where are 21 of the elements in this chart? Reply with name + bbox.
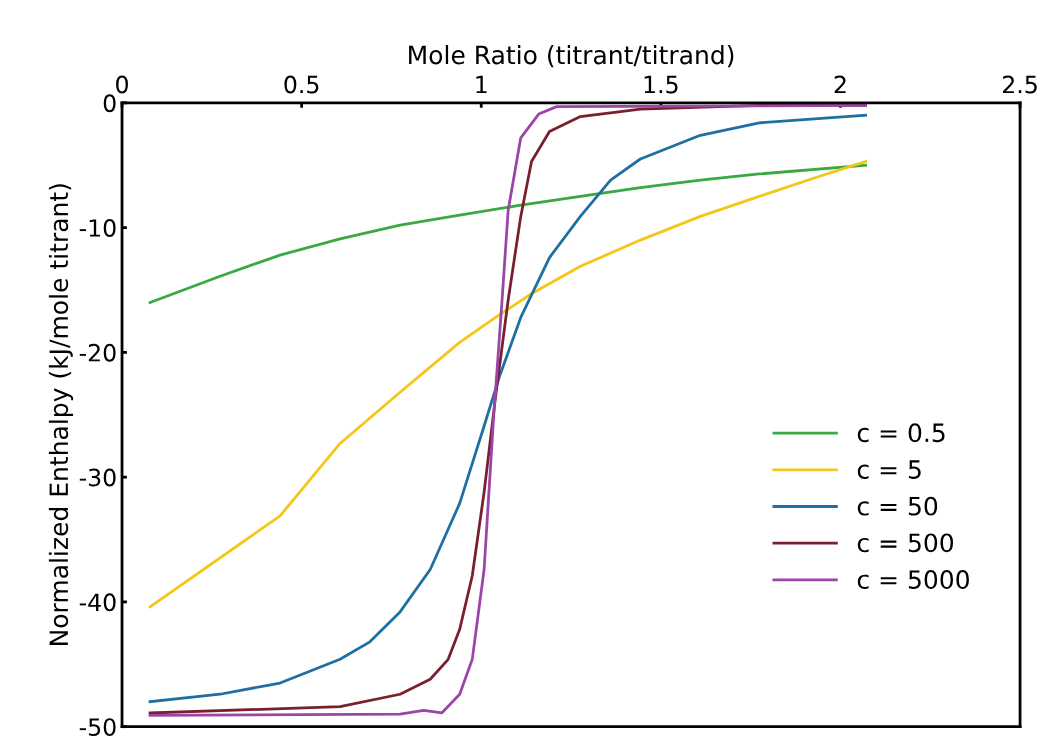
legend-label: c = 5000: [857, 570, 969, 589]
line-series: [148, 163, 867, 304]
x-tick-label: 1: [476, 75, 487, 94]
y-tick-label: -50: [79, 718, 116, 736]
line-series: [148, 160, 867, 609]
x-tick-label: 0: [116, 75, 128, 94]
y-tick-label: -40: [79, 593, 116, 612]
y-tick-label: -10: [79, 219, 116, 237]
legend-label: c = 500: [857, 533, 954, 553]
y-tick-label: -20: [79, 343, 116, 362]
x-tick-label: 0.5: [284, 75, 319, 94]
legend-label: c = 50: [857, 496, 938, 516]
x-tick-label: 1.5: [644, 75, 678, 94]
y-axis-title: Normalized Enthalpy (kJ/mole titrant): [48, 184, 74, 646]
x-axis-title: Mole Ratio (titrant/titrand): [409, 45, 734, 68]
y-tick-label: 0: [103, 94, 116, 113]
x-tick-label: 2.5: [1003, 75, 1037, 94]
legend-label: c = 0.5: [857, 423, 945, 443]
legend-label: c = 5: [857, 460, 921, 479]
y-tick-label: -30: [79, 468, 116, 487]
x-tick-label: 2: [834, 75, 846, 94]
